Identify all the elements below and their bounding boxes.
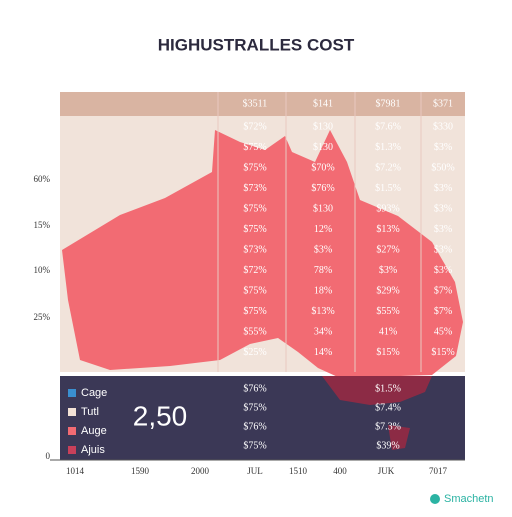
footer-cell: $7.3%	[375, 421, 401, 432]
y-label: 10%	[34, 265, 51, 275]
table-cell: $75%	[243, 224, 266, 235]
table-cell: $50%	[431, 162, 454, 173]
table-cell: $13%	[376, 224, 399, 235]
footer-cell: $75%	[243, 402, 266, 413]
brand: Smachetn	[444, 493, 494, 505]
table-cell: $1.5%	[375, 183, 401, 194]
header-cell: $7981	[376, 98, 401, 109]
header-cell: $371	[433, 98, 453, 109]
table-cell: $70%	[311, 162, 334, 173]
legend-label: Auge	[81, 425, 107, 437]
table-cell: $13%	[311, 306, 334, 317]
table-cell: $15%	[431, 347, 454, 358]
table-cell: $93%	[376, 203, 399, 214]
table-cell: $3%	[434, 244, 452, 255]
x-label: JUK	[378, 466, 395, 476]
table-cell: $76%	[311, 183, 334, 194]
table-cell: $27%	[376, 244, 399, 255]
map-south	[322, 376, 432, 405]
table-cell: $130	[313, 121, 333, 132]
legend-label: Ajuis	[81, 444, 105, 456]
y-label: 15%	[34, 220, 51, 230]
table-cell: $29%	[376, 285, 399, 296]
legend-swatch	[68, 446, 76, 454]
table-cell: $75%	[243, 306, 266, 317]
table-cell: $130	[313, 203, 333, 214]
table-cell: $7%	[434, 306, 452, 317]
table-cell: $130	[313, 142, 333, 153]
x-label: JUL	[247, 466, 263, 476]
footer-cell: $1.5%	[375, 383, 401, 394]
legend-swatch	[68, 427, 76, 435]
y-label: 0	[46, 451, 51, 461]
footer-cell: $76%	[243, 421, 266, 432]
header-cell: $3511	[243, 98, 268, 109]
x-label: 400	[333, 466, 347, 476]
map	[62, 130, 463, 378]
table-cell: $3%	[379, 265, 397, 276]
table-cell: $330	[433, 121, 453, 132]
table-cell: $75%	[243, 285, 266, 296]
y-label: 25%	[34, 312, 51, 322]
big-number: 2,50	[133, 400, 188, 431]
table-cell: 34%	[314, 326, 332, 337]
table-cell: $73%	[243, 244, 266, 255]
footer-cell: $75%	[243, 440, 266, 451]
table-cell: $55%	[376, 306, 399, 317]
table-cell: $3%	[314, 244, 332, 255]
table-cell: $72%	[243, 121, 266, 132]
x-label: 2000	[191, 466, 210, 476]
footer-cell: $7.4%	[375, 402, 401, 413]
table-cell: $75%	[243, 162, 266, 173]
x-label: 1510	[289, 466, 308, 476]
legend-label: Tutl	[81, 406, 99, 418]
title: HIGHUSTRALLES COST	[158, 35, 355, 54]
legend-swatch	[68, 389, 76, 397]
table-cell: 12%	[314, 224, 332, 235]
table-cell: $3%	[434, 183, 452, 194]
x-label: 1014	[66, 466, 85, 476]
table-cell: 41%	[379, 326, 397, 337]
table-cell: $3%	[434, 203, 452, 214]
table-cell: $15%	[376, 347, 399, 358]
header-band	[60, 92, 465, 116]
y-label: 60%	[34, 174, 51, 184]
footer-cell: $39%	[376, 440, 399, 451]
table-cell: 45%	[434, 326, 452, 337]
table-cell: 78%	[314, 265, 332, 276]
table-cell: $3%	[434, 265, 452, 276]
table-cell: 18%	[314, 285, 332, 296]
table-cell: 14%	[314, 347, 332, 358]
x-label: 7017	[429, 466, 448, 476]
table-cell: $3%	[434, 224, 452, 235]
header-cell: $141	[313, 98, 333, 109]
table-cell: $25%	[243, 347, 266, 358]
table-cell: $75%	[243, 203, 266, 214]
table-cell: $72%	[243, 265, 266, 276]
footer-cell: $76%	[243, 383, 266, 394]
table-cell: $3%	[434, 142, 452, 153]
table-cell: $7.6%	[375, 121, 401, 132]
table-cell: $55%	[243, 326, 266, 337]
x-label: 1590	[131, 466, 150, 476]
legend-label: Cage	[81, 387, 107, 399]
legend-swatch	[68, 408, 76, 416]
table-cell: $1.3%	[375, 142, 401, 153]
table-cell: $73%	[243, 183, 266, 194]
table-cell: $75%	[243, 142, 266, 153]
table-cell: $7.2%	[375, 162, 401, 173]
brand-icon	[430, 494, 440, 504]
table-cell: $7%	[434, 285, 452, 296]
column-lines	[217, 92, 422, 372]
tasmania	[388, 425, 410, 450]
